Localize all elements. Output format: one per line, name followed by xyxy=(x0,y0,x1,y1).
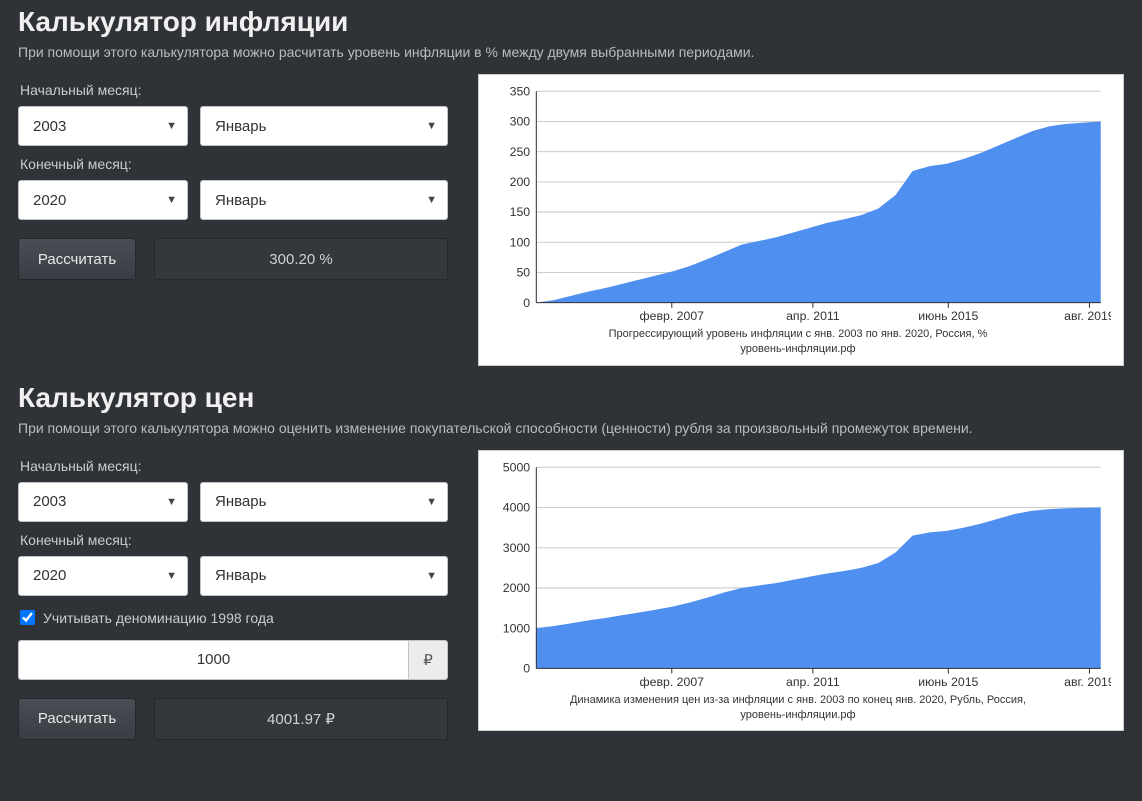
x-tick-label: февр. 2007 xyxy=(640,309,705,323)
start-month-label: Начальный месяц: xyxy=(20,82,448,98)
y-tick-label: 350 xyxy=(510,84,531,98)
y-tick-label: 0 xyxy=(523,296,530,310)
start-year-select[interactable]: 2003 ▼ xyxy=(18,482,188,522)
start-year-value: 2003 xyxy=(33,493,66,510)
start-year-value: 2003 xyxy=(33,118,66,135)
chart-caption: Прогрессирующий уровень инфляции с янв. … xyxy=(485,323,1111,359)
y-tick-label: 150 xyxy=(510,205,531,219)
currency-suffix: ₽ xyxy=(408,640,448,680)
end-year-value: 2020 xyxy=(33,567,66,584)
y-tick-label: 2000 xyxy=(503,581,531,595)
calculate-button[interactable]: Рассчитать xyxy=(18,698,136,740)
y-tick-label: 4000 xyxy=(503,500,531,514)
inflation-result: 300.20 % xyxy=(154,238,448,280)
start-month-select[interactable]: Январь ▼ xyxy=(200,482,448,522)
price-chart-panel: 0 1000 2000 3000 4000 5000 февр. 2007 апр. 2011… xyxy=(478,450,1124,732)
end-year-select[interactable]: 2020 ▼ xyxy=(18,556,188,596)
denomination-checkbox[interactable] xyxy=(20,610,35,625)
chevron-down-icon: ▼ xyxy=(166,570,177,582)
price-section: Калькулятор цен При помощи этого калькул… xyxy=(0,382,1142,750)
y-tick-label: 200 xyxy=(510,175,531,189)
denomination-label: Учитывать деноминацию 1998 года xyxy=(43,610,274,626)
x-tick-label: авг. 2019 xyxy=(1064,309,1111,323)
end-year-value: 2020 xyxy=(33,192,66,209)
y-tick-label: 1000 xyxy=(503,621,531,635)
y-tick-label: 5000 xyxy=(503,460,531,474)
chevron-down-icon: ▼ xyxy=(166,120,177,132)
start-month-value: Январь xyxy=(215,493,266,510)
chart-caption: Динамика изменения цен из-за инфляции с … xyxy=(485,689,1111,725)
area-chart: 0 1000 2000 3000 4000 5000 февр. 2007 апр. 2011… xyxy=(485,457,1111,689)
start-month-value: Январь xyxy=(215,118,266,135)
y-tick-label: 250 xyxy=(510,145,531,159)
start-year-select[interactable]: 2003 ▼ xyxy=(18,106,188,146)
price-result: 4001.97 ₽ xyxy=(154,698,448,740)
section-title: Калькулятор цен xyxy=(18,382,1124,414)
end-month-label: Конечный месяц: xyxy=(20,532,448,548)
start-month-label: Начальный месяц: xyxy=(20,458,448,474)
chevron-down-icon: ▼ xyxy=(166,496,177,508)
x-tick-label: апр. 2011 xyxy=(786,675,840,689)
x-tick-label: авг. 2019 xyxy=(1064,675,1111,689)
end-month-select[interactable]: Январь ▼ xyxy=(200,556,448,596)
end-month-label: Конечный месяц: xyxy=(20,156,448,172)
price-form: Начальный месяц: 2003 ▼ Январь ▼ Конечны… xyxy=(18,450,448,740)
inflation-form: Начальный месяц: 2003 ▼ Январь ▼ Конечны… xyxy=(18,74,448,280)
section-title: Калькулятор инфляции xyxy=(18,6,1124,38)
start-month-select[interactable]: Январь ▼ xyxy=(200,106,448,146)
y-tick-label: 300 xyxy=(510,115,531,129)
inflation-chart-panel: 0 50 100 150 200 250 300 350 февр. 2007 апр. 2011… xyxy=(478,74,1124,366)
y-tick-label: 0 xyxy=(523,661,530,675)
end-month-value: Январь xyxy=(215,567,266,584)
y-tick-label: 100 xyxy=(510,235,531,249)
calculate-button[interactable]: Рассчитать xyxy=(18,238,136,280)
amount-input[interactable] xyxy=(18,640,408,680)
section-desc: При помощи этого калькулятора можно расч… xyxy=(18,44,1124,60)
section-desc: При помощи этого калькулятора можно оцен… xyxy=(18,420,1124,436)
chevron-down-icon: ▼ xyxy=(166,194,177,206)
area-chart: 0 50 100 150 200 250 300 350 февр. 2007 апр. 2011… xyxy=(485,81,1111,323)
x-tick-label: июнь 2015 xyxy=(918,675,978,689)
chevron-down-icon: ▼ xyxy=(426,496,437,508)
end-year-select[interactable]: 2020 ▼ xyxy=(18,180,188,220)
y-tick-label: 3000 xyxy=(503,541,531,555)
chevron-down-icon: ▼ xyxy=(426,194,437,206)
x-tick-label: июнь 2015 xyxy=(918,309,978,323)
inflation-section: Калькулятор инфляции При помощи этого ка… xyxy=(0,6,1142,376)
x-tick-label: апр. 2011 xyxy=(786,309,840,323)
end-month-select[interactable]: Январь ▼ xyxy=(200,180,448,220)
chevron-down-icon: ▼ xyxy=(426,570,437,582)
end-month-value: Январь xyxy=(215,192,266,209)
y-tick-label: 50 xyxy=(516,266,530,280)
x-tick-label: февр. 2007 xyxy=(640,675,705,689)
chevron-down-icon: ▼ xyxy=(426,120,437,132)
